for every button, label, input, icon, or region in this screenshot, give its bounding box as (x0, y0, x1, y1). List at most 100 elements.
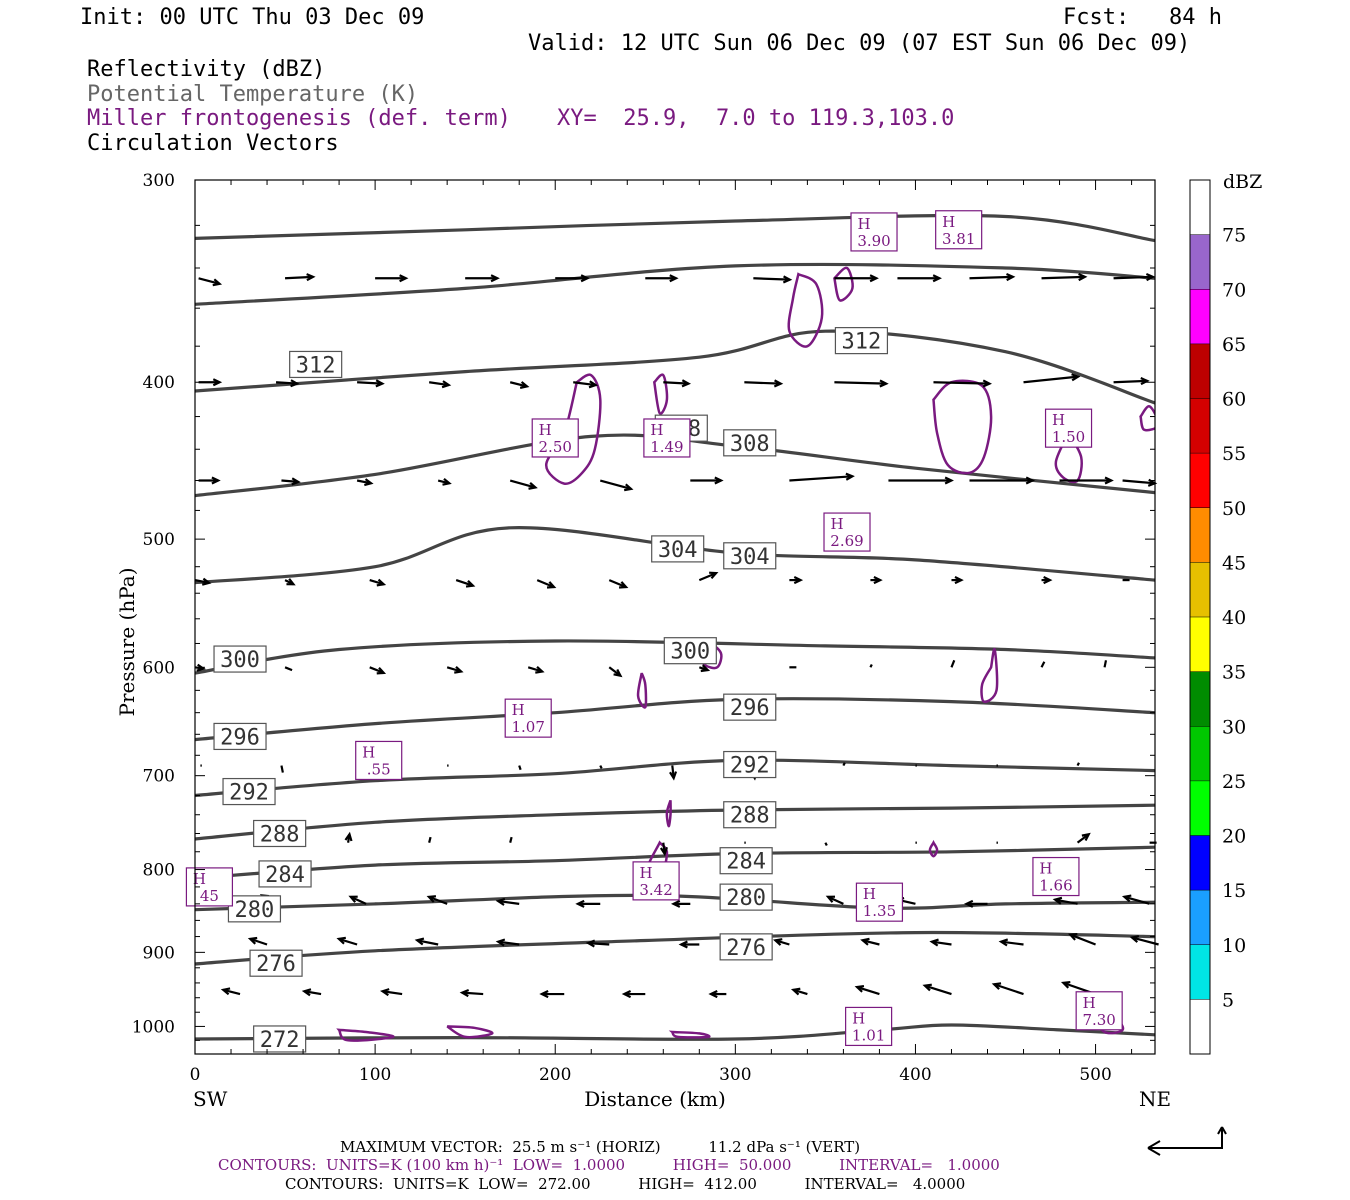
colorbar-swatch (1190, 890, 1210, 945)
theta-label: 288 (723, 801, 777, 829)
circulation-vector (459, 989, 484, 998)
circulation-vector (455, 579, 476, 588)
sw-label: SW (193, 1087, 228, 1111)
reference-vector-icon (1147, 1126, 1227, 1156)
theta-label: 276 (249, 949, 303, 977)
theta-contour-308 (195, 262, 1155, 306)
theta-label: 288 (253, 819, 307, 847)
circulation-vector (536, 579, 557, 589)
circulation-vector (860, 937, 880, 946)
theta-label: 312 (289, 350, 343, 378)
svg-text:2.50: 2.50 (539, 438, 572, 456)
theta-label: 284 (719, 847, 773, 875)
circulation-vector (284, 666, 293, 672)
frontogenesis-contour (787, 272, 824, 348)
y-tick-label: 300 (143, 171, 175, 191)
svg-text:292: 292 (229, 781, 269, 806)
svg-text:284: 284 (726, 850, 766, 875)
svg-text:H: H (640, 864, 653, 882)
circulation-vector (380, 988, 403, 997)
circulation-vector (1041, 273, 1088, 282)
contour-labels: 3123123083083043043003002962962922922882… (185, 210, 1123, 1053)
svg-text:312: 312 (296, 353, 336, 378)
theta-label: 308 (723, 429, 777, 457)
circulation-vector (575, 899, 601, 908)
colorbar-unit: dBZ (1223, 171, 1262, 193)
cross-section-coords: XY= 25.9, 7.0 to 119.3,103.0 (557, 106, 955, 131)
circulation-vector (772, 938, 790, 946)
frontogenesis-contour (1139, 405, 1155, 432)
circulation-vector (933, 379, 992, 388)
frontogenesis-contour (665, 799, 672, 828)
circulation-vector (663, 379, 692, 388)
frontogenesis-contour-note: CONTOURS: UNITS=K (100 km h)⁻¹ LOW= 1.00… (218, 1156, 1000, 1174)
frontogenesis-contour (636, 672, 648, 709)
circulation-vector (854, 984, 880, 996)
circulation-vector (969, 476, 1036, 485)
frontogenesis-max-label: H1.66 (1032, 856, 1080, 897)
circulation-vector (1059, 476, 1114, 485)
theta-label: 292 (723, 750, 777, 779)
svg-text:1.01: 1.01 (852, 1026, 885, 1044)
circulation-vector (220, 987, 241, 996)
circulation-vector (280, 765, 284, 773)
svg-text:288: 288 (260, 822, 300, 847)
frontogenesis-max-label: H7.30 (1075, 991, 1123, 1031)
circulation-vector (465, 274, 500, 283)
svg-text:H: H (512, 701, 525, 719)
theta-label: 304 (723, 542, 777, 570)
circulation-vector (897, 274, 942, 283)
svg-text:272: 272 (260, 1028, 300, 1053)
circulation-vector (963, 899, 988, 908)
circulation-vector (842, 762, 846, 767)
circulation-vector (281, 477, 301, 486)
circulation-vector (951, 576, 964, 585)
svg-text:276: 276 (726, 936, 766, 961)
y-tick-label: 700 (143, 767, 175, 787)
svg-text:1.66: 1.66 (1039, 877, 1072, 895)
ne-label: NE (1139, 1087, 1171, 1111)
svg-text:H: H (852, 1009, 865, 1027)
circulation-vector (275, 379, 300, 388)
theta-contour-note: CONTOURS: UNITS=K LOW= 272.00 HIGH= 412.… (285, 1175, 966, 1193)
frontogenesis-contour (932, 379, 993, 475)
theta-contour-288 (195, 697, 1155, 742)
circulation-vector (357, 379, 385, 388)
colorbar-label: 25 (1222, 771, 1246, 793)
circulation-vector (414, 937, 439, 946)
colorbar-label: 30 (1222, 716, 1246, 738)
circulation-vector (1076, 832, 1091, 844)
circulation-vector (555, 274, 590, 283)
svg-text:H: H (193, 870, 206, 888)
y-tick-label: 1000 (132, 1017, 175, 1037)
circulation-vector (969, 273, 1016, 282)
colorbar-swatch (1190, 617, 1210, 672)
circulation-vector (753, 275, 793, 284)
svg-text:3.90: 3.90 (857, 232, 890, 250)
theta-label: 296 (723, 693, 777, 721)
theta-contour-296 (195, 526, 1155, 585)
colorbar-swatch (1190, 562, 1210, 617)
circulation-vector (301, 988, 322, 997)
circulation-vector (678, 940, 700, 949)
circulation-vector (585, 939, 610, 948)
circulation-vector (198, 476, 221, 485)
frontogenesis-max-label: H3.90 (850, 212, 898, 252)
theta-contour-276 (195, 845, 1155, 880)
theta-label: 280 (719, 883, 773, 911)
circulation-vector (608, 666, 623, 678)
circulation-vector (527, 665, 545, 674)
frontogenesis-contour (833, 266, 854, 302)
colorbar-swatch (1190, 234, 1210, 290)
svg-text:300: 300 (670, 640, 710, 665)
frontogenesis-max-label: H3.81 (935, 210, 983, 250)
circulation-vector (1076, 762, 1080, 767)
circulation-vector (1121, 894, 1150, 905)
svg-text:304: 304 (730, 545, 770, 570)
circulation-vector (495, 938, 520, 947)
colorbar-swatch (1190, 726, 1210, 781)
circulation-vector (789, 576, 804, 585)
x-tick-label: 300 (719, 1065, 751, 1085)
circulation-vector (375, 274, 409, 283)
circulation-vector (1068, 933, 1096, 946)
